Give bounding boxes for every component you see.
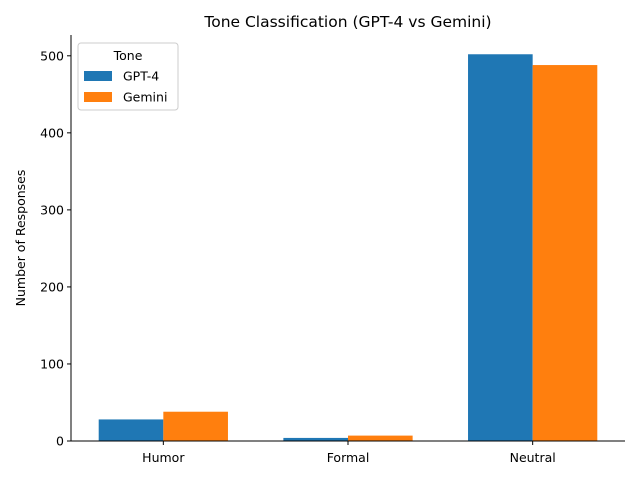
y-tick-label: 200 [40,279,64,294]
y-tick-label: 100 [40,356,64,371]
legend-label-gemini: Gemini [123,90,167,105]
legend-swatch-gpt-4 [84,71,112,81]
legend-title: Tone [113,48,143,63]
legend: Tone GPT-4 Gemini [77,42,179,111]
y-tick-label: 400 [40,125,64,140]
legend-swatch-gemini [84,92,112,102]
bar-gemini-formal [348,435,413,441]
bar-gpt-4-humor [98,419,164,441]
x-axis-ticks: Humor Formal Neutral [142,441,556,465]
y-tick-label: 300 [40,202,64,217]
bar-gpt-4-neutral [468,54,533,441]
x-tick-label-humor: Humor [142,450,185,465]
x-tick-label-neutral: Neutral [510,450,556,465]
y-tick-label: 500 [40,48,64,63]
bar-gemini-neutral [532,65,598,442]
bar-gpt-4-formal [283,437,348,441]
x-tick-label-formal: Formal [327,450,370,465]
y-axis-label: Number of Responses [13,170,28,307]
y-tick-label: 0 [56,434,64,449]
bar-gemini-humor [163,411,228,441]
bar-group [98,54,598,442]
legend-label-gpt-4: GPT-4 [123,69,159,84]
chart-title: Tone Classification (GPT-4 vs Gemini) [203,13,491,31]
y-axis-ticks: 0 100 200 300 400 500 [40,48,71,449]
